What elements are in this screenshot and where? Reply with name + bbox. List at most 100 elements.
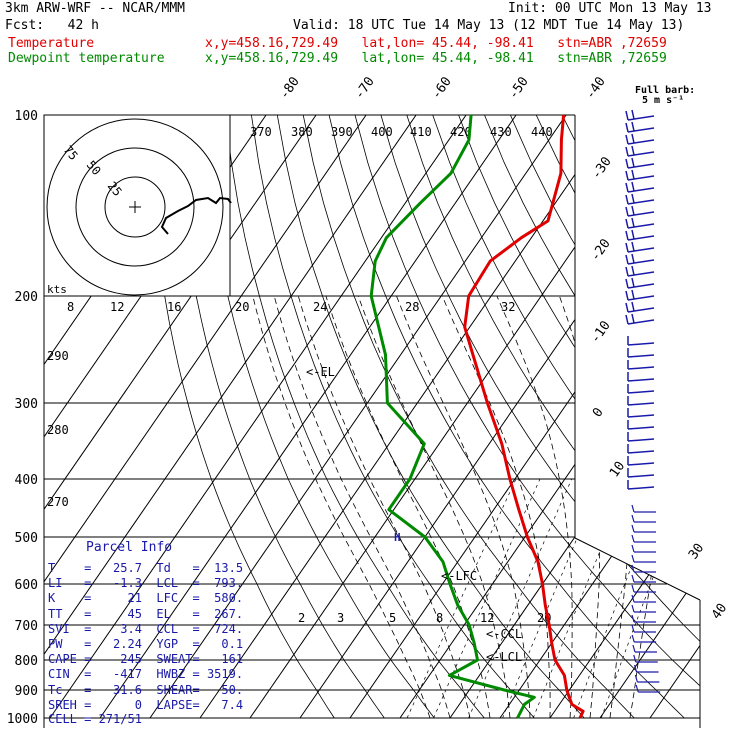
- dewpoint-trace: [369, 114, 536, 719]
- dry-adiabat-line: [380, 115, 700, 719]
- parcel-info-row: PW = 2.24 YGP = 0.1: [48, 637, 244, 651]
- wind-barb: [627, 414, 655, 418]
- dry-adiabat-line: [225, 115, 485, 719]
- wind-barb: [627, 283, 655, 289]
- wind-barb: [627, 247, 655, 253]
- wind-barb: [627, 402, 655, 406]
- isotherm-label: -30: [589, 154, 615, 182]
- theta-label: 410: [410, 125, 432, 139]
- pressure-label: 900: [15, 684, 38, 699]
- wind-barb: [627, 187, 655, 193]
- parcel-info-row: CAPE = 245 SWEAT= 161: [48, 652, 244, 667]
- dry-adiabat-line: [432, 115, 700, 719]
- mixing-ratio-label: 8: [436, 611, 443, 625]
- parcel-info-row: CIN = -417 HWBZ = 3519.: [48, 667, 244, 682]
- dry-adiabat-line: [406, 115, 700, 719]
- pressure-label: 500: [15, 531, 38, 546]
- isotherm-label: -20: [588, 236, 614, 264]
- level-annotations: <-EL <-LFC <-CCL <-LCL H: [306, 365, 522, 664]
- wind-barb: [627, 462, 655, 466]
- wind-barb: [627, 175, 655, 181]
- theta-label: 430: [490, 125, 512, 139]
- wind-barb: [627, 115, 655, 121]
- wind-barb: [627, 390, 655, 394]
- theta-label: 440: [531, 125, 553, 139]
- isotherm-label: -50: [506, 74, 532, 102]
- h-marker: H: [394, 531, 401, 544]
- isotherm-line: [49, 115, 467, 719]
- dry-adiabat-line: [328, 115, 685, 719]
- mixing-ratio-label: 12: [480, 611, 494, 625]
- isotherm-label: -10: [588, 318, 614, 346]
- isotherm-label: -80: [277, 74, 303, 102]
- wind-barb: [627, 342, 655, 346]
- parcel-cell-value: CELL = 271/51: [48, 712, 142, 726]
- pressure-label: 200: [15, 290, 38, 305]
- moist-adiabat-line: [252, 295, 431, 719]
- moist-adiabat-line: [609, 295, 634, 719]
- isotherm-label: -40: [583, 74, 609, 102]
- isotherm-line: [44, 115, 417, 719]
- wind-barb: [627, 223, 655, 229]
- theta-label: 400: [371, 125, 393, 139]
- plot-diagonal-border: [574, 537, 701, 601]
- wind-barb: [627, 235, 655, 241]
- isotherm-line: [99, 115, 517, 719]
- hodograph-ring-25: [104, 176, 166, 238]
- mixing-ratio-label: 8: [67, 300, 74, 314]
- dry-adiabat-line: [587, 115, 700, 719]
- isotherm-line: [649, 115, 700, 719]
- init-time: Init: 00 UTC Mon 13 May 13: [508, 1, 712, 16]
- dry-adiabat-line: [276, 115, 585, 719]
- isotherm-line: [699, 115, 700, 719]
- theta-label: 290: [47, 349, 69, 363]
- mixing-ratio-label: 5: [389, 611, 396, 625]
- wind-barb: [627, 127, 655, 133]
- theta-label: 270: [47, 495, 69, 509]
- theta-label: 280: [47, 423, 69, 437]
- forecast-hour: Fcst: 42 h: [5, 18, 99, 33]
- hodograph-trace: [160, 196, 232, 235]
- wind-barb: [627, 378, 655, 382]
- dry-adiabat-line: [147, 115, 335, 719]
- wind-barb: [627, 486, 655, 490]
- wind-barb: [627, 426, 655, 430]
- isotherm-line: [44, 115, 317, 719]
- pressure-label: 800: [15, 654, 38, 669]
- mixing-ratio-label: 16: [167, 300, 181, 314]
- mixing-ratio-label: 2: [298, 611, 305, 625]
- isobar-lines: [44, 114, 700, 719]
- isotherm-label: 0: [590, 405, 607, 420]
- moist-adiabat-line: [357, 295, 511, 719]
- isotherm-label: -70: [352, 74, 378, 102]
- moist-adiabat-line: [629, 296, 678, 719]
- dry-adiabat-line: [510, 115, 700, 719]
- isotherm-label: 40: [709, 601, 730, 622]
- isotherm-line: [149, 115, 567, 719]
- isotherm-line: [499, 115, 700, 719]
- dry-adiabat-line: [665, 115, 700, 719]
- wind-barb: [627, 307, 655, 313]
- mixing-ratio-label: 12: [110, 300, 124, 314]
- hodograph: 75 50 25 kts: [43, 114, 232, 297]
- isotherm-line: [599, 115, 700, 719]
- wind-barb: [627, 450, 655, 454]
- dry-adiabat-line: [199, 115, 435, 719]
- isotherm-label: -60: [429, 74, 455, 102]
- lfc-annotation: <-LFC: [441, 569, 477, 583]
- temperature-legend: Temperature: [8, 36, 95, 51]
- dewpoint-legend: Dewpoint temperature: [8, 51, 165, 66]
- isotherm-line: [44, 115, 367, 719]
- wind-barb: [627, 366, 655, 370]
- lcl-annotation: <-LCL: [486, 650, 522, 664]
- moist-adiabat-line: [325, 295, 491, 719]
- mixing-ratio-label: 3: [337, 611, 344, 625]
- hodograph-ring-75: [46, 118, 224, 296]
- parcel-info-row: Tc = 31.6 SHEAR= 50.: [48, 682, 244, 697]
- theta-label: 390: [331, 125, 353, 139]
- parcel-info-row: TT = 45 EL = 267.: [48, 606, 244, 621]
- temperature-trace: [463, 114, 585, 719]
- temperature-location: x,y=458.16,729.49 lat,lon= 45.44, -98.41…: [205, 36, 667, 51]
- parcel-info-row: SREH = 0 LAPSE= 7.4: [48, 697, 244, 712]
- sounding-traces: [369, 114, 585, 719]
